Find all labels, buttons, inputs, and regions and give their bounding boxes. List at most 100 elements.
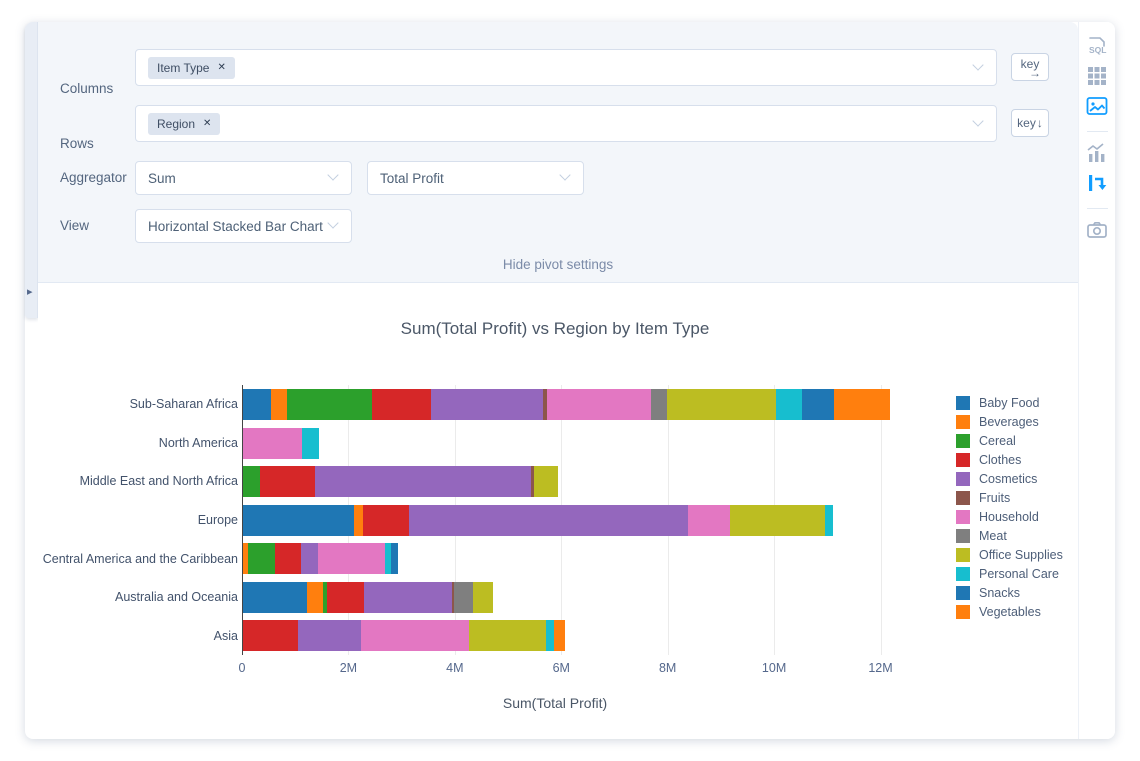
bar-row bbox=[242, 539, 930, 578]
bar-segment-office-supplies[interactable] bbox=[468, 620, 546, 652]
bar-row bbox=[242, 462, 930, 501]
legend-label: Meat bbox=[979, 528, 1007, 543]
legend-item[interactable]: Office Supplies bbox=[956, 545, 1063, 564]
bar-segment-household[interactable] bbox=[546, 389, 651, 420]
bar-segment-household[interactable] bbox=[242, 427, 303, 459]
legend-item[interactable]: Cosmetics bbox=[956, 469, 1063, 488]
legend-item[interactable]: Meat bbox=[956, 526, 1063, 545]
bar-segment-baby-food[interactable] bbox=[242, 504, 354, 536]
legend-item[interactable]: Snacks bbox=[956, 583, 1063, 602]
bar-segment-beverages[interactable] bbox=[271, 389, 288, 420]
pivot-icon[interactable] bbox=[1086, 172, 1108, 194]
bar-segment-cereal[interactable] bbox=[287, 389, 373, 420]
legend-item[interactable]: Beverages bbox=[956, 412, 1063, 431]
bar-segment-cosmetics[interactable] bbox=[297, 620, 361, 652]
legend-swatch bbox=[956, 471, 970, 486]
rows-tags: Region ✕ bbox=[148, 112, 226, 135]
hide-pivot-settings-link[interactable]: Hide pivot settings bbox=[502, 257, 614, 272]
legend-label: Clothes bbox=[979, 452, 1022, 467]
sidebar-divider bbox=[1086, 131, 1108, 132]
legend-swatch bbox=[956, 452, 970, 467]
legend-label: Cereal bbox=[979, 433, 1016, 448]
bar-segment-fruits[interactable] bbox=[530, 466, 535, 498]
bar-segment-personal-care[interactable] bbox=[384, 543, 392, 575]
bar-segment-beverages[interactable] bbox=[353, 504, 363, 536]
bar-segment-personal-care[interactable] bbox=[824, 504, 833, 536]
legend-label: Cosmetics bbox=[979, 471, 1038, 486]
bar-segment-fruits[interactable] bbox=[542, 389, 547, 420]
bar-segment-cosmetics[interactable] bbox=[300, 543, 319, 575]
rows-select[interactable]: Region ✕ bbox=[135, 105, 997, 142]
legend-item[interactable]: Fruits bbox=[956, 488, 1063, 507]
columns-tags: Item Type ✕ bbox=[148, 56, 241, 79]
legend-label: Baby Food bbox=[979, 395, 1040, 410]
bar-segment-snacks[interactable] bbox=[391, 543, 398, 575]
bar-segment-meat[interactable] bbox=[454, 581, 473, 613]
bar-segment-beverages[interactable] bbox=[306, 581, 323, 613]
bar-segment-office-supplies[interactable] bbox=[472, 581, 494, 613]
legend-item[interactable]: Cereal bbox=[956, 431, 1063, 450]
chart-image-icon[interactable] bbox=[1086, 95, 1108, 117]
remove-tag-icon[interactable]: ✕ bbox=[203, 118, 212, 129]
legend-item[interactable]: Personal Care bbox=[956, 564, 1063, 583]
bar-segment-office-supplies[interactable] bbox=[534, 466, 559, 498]
chart-builder-icon[interactable] bbox=[1086, 142, 1108, 164]
bar-segment-office-supplies[interactable] bbox=[729, 504, 825, 536]
bar-segment-cosmetics[interactable] bbox=[315, 466, 531, 498]
bar-segment-cosmetics[interactable] bbox=[364, 581, 453, 613]
sql-icon[interactable]: SQL bbox=[1086, 35, 1108, 57]
field-tag[interactable]: Item Type ✕ bbox=[148, 56, 235, 79]
remove-tag-icon[interactable]: ✕ bbox=[217, 62, 226, 73]
bar-segment-meat[interactable] bbox=[650, 389, 667, 420]
stacked-bar bbox=[242, 620, 930, 652]
bar-segment-personal-care[interactable] bbox=[775, 389, 803, 420]
bar-segment-cereal[interactable] bbox=[248, 543, 275, 575]
bar-segment-clothes[interactable] bbox=[372, 389, 431, 420]
bar-segment-clothes[interactable] bbox=[242, 620, 298, 652]
bar-segment-clothes[interactable] bbox=[274, 543, 301, 575]
bar-segment-vegetables[interactable] bbox=[834, 389, 890, 420]
bar-segment-clothes[interactable] bbox=[362, 504, 410, 536]
x-tick-label: 0 bbox=[238, 661, 246, 675]
bar-segment-cosmetics[interactable] bbox=[409, 504, 689, 536]
bar-segment-personal-care[interactable] bbox=[545, 620, 554, 652]
bar-segment-household[interactable] bbox=[688, 504, 730, 536]
bar-segment-vegetables[interactable] bbox=[553, 620, 566, 652]
bar-segment-baby-food[interactable] bbox=[242, 581, 307, 613]
stacked-bar bbox=[242, 466, 930, 498]
bar-segment-clothes[interactable] bbox=[327, 581, 365, 613]
legend-item[interactable]: Household bbox=[956, 507, 1063, 526]
rows-key-button[interactable]: key ↓ bbox=[1011, 109, 1049, 137]
bar-segment-clothes[interactable] bbox=[259, 466, 316, 498]
legend-item[interactable]: Clothes bbox=[956, 450, 1063, 469]
x-tick-label: 10M bbox=[761, 661, 787, 675]
columns-select[interactable]: Item Type ✕ bbox=[135, 49, 997, 86]
field-tag[interactable]: Region ✕ bbox=[148, 112, 221, 135]
bar-segment-household[interactable] bbox=[318, 543, 385, 575]
bar-segment-baby-food[interactable] bbox=[242, 389, 272, 420]
y-axis-label: Middle East and North Africa bbox=[79, 474, 238, 489]
y-axis-label: Europe bbox=[197, 512, 238, 527]
bar-row bbox=[242, 424, 930, 463]
bar-segment-snacks[interactable] bbox=[802, 389, 835, 420]
bar-segment-cereal[interactable] bbox=[242, 466, 260, 498]
bar-segment-office-supplies[interactable] bbox=[666, 389, 776, 420]
bar-segment-cosmetics[interactable] bbox=[430, 389, 543, 420]
settings-drawer-handle[interactable]: ▸ bbox=[25, 22, 38, 318]
aggregator-field-select[interactable]: Total Profit bbox=[367, 161, 584, 195]
drawer-expand-icon: ▸ bbox=[27, 286, 33, 298]
legend-item[interactable]: Vegetables bbox=[956, 602, 1063, 621]
aggregator-select[interactable]: Sum bbox=[135, 161, 352, 195]
bar-segment-cereal[interactable] bbox=[322, 581, 328, 613]
legend-item[interactable]: Baby Food bbox=[956, 393, 1063, 412]
bar-segment-personal-care[interactable] bbox=[302, 427, 320, 459]
stacked-bar bbox=[242, 504, 930, 536]
bar-segment-beverages[interactable] bbox=[242, 543, 249, 575]
y-axis-label: Asia bbox=[213, 628, 238, 643]
view-select[interactable]: Horizontal Stacked Bar Chart bbox=[135, 209, 352, 243]
table-icon[interactable] bbox=[1086, 65, 1108, 87]
bar-segment-household[interactable] bbox=[360, 620, 469, 652]
camera-icon[interactable] bbox=[1086, 219, 1108, 241]
columns-key-button[interactable]: key → bbox=[1011, 53, 1049, 81]
bar-segment-fruits[interactable] bbox=[452, 581, 455, 613]
